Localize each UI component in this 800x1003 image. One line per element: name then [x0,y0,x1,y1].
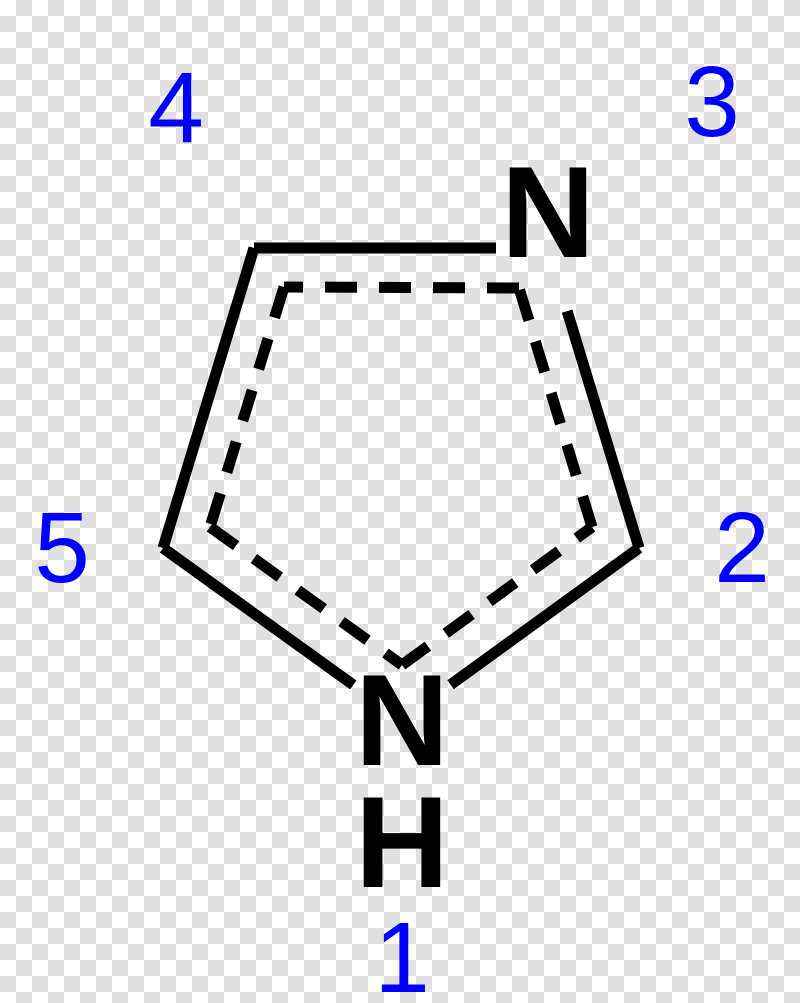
bond [163,548,353,685]
position-number-1: 1 [374,902,430,1003]
position-number-2: 2 [714,492,770,604]
atom-label-N3: N [501,139,595,285]
molecule-diagram: NHN 12345 [0,0,800,1003]
aromatic-bond [519,288,592,527]
aromatic-bond [210,287,284,527]
position-number-5: 5 [34,492,90,604]
aromatic-bond [284,287,519,288]
position-number-4: 4 [148,52,204,164]
bond [163,248,254,548]
atom-labels: NHN [355,139,595,915]
inner-aromatic-bonds [210,287,592,665]
bond [567,311,639,548]
bond [451,548,639,685]
position-number-3: 3 [684,46,740,158]
atom-label-H1: H [355,769,449,915]
